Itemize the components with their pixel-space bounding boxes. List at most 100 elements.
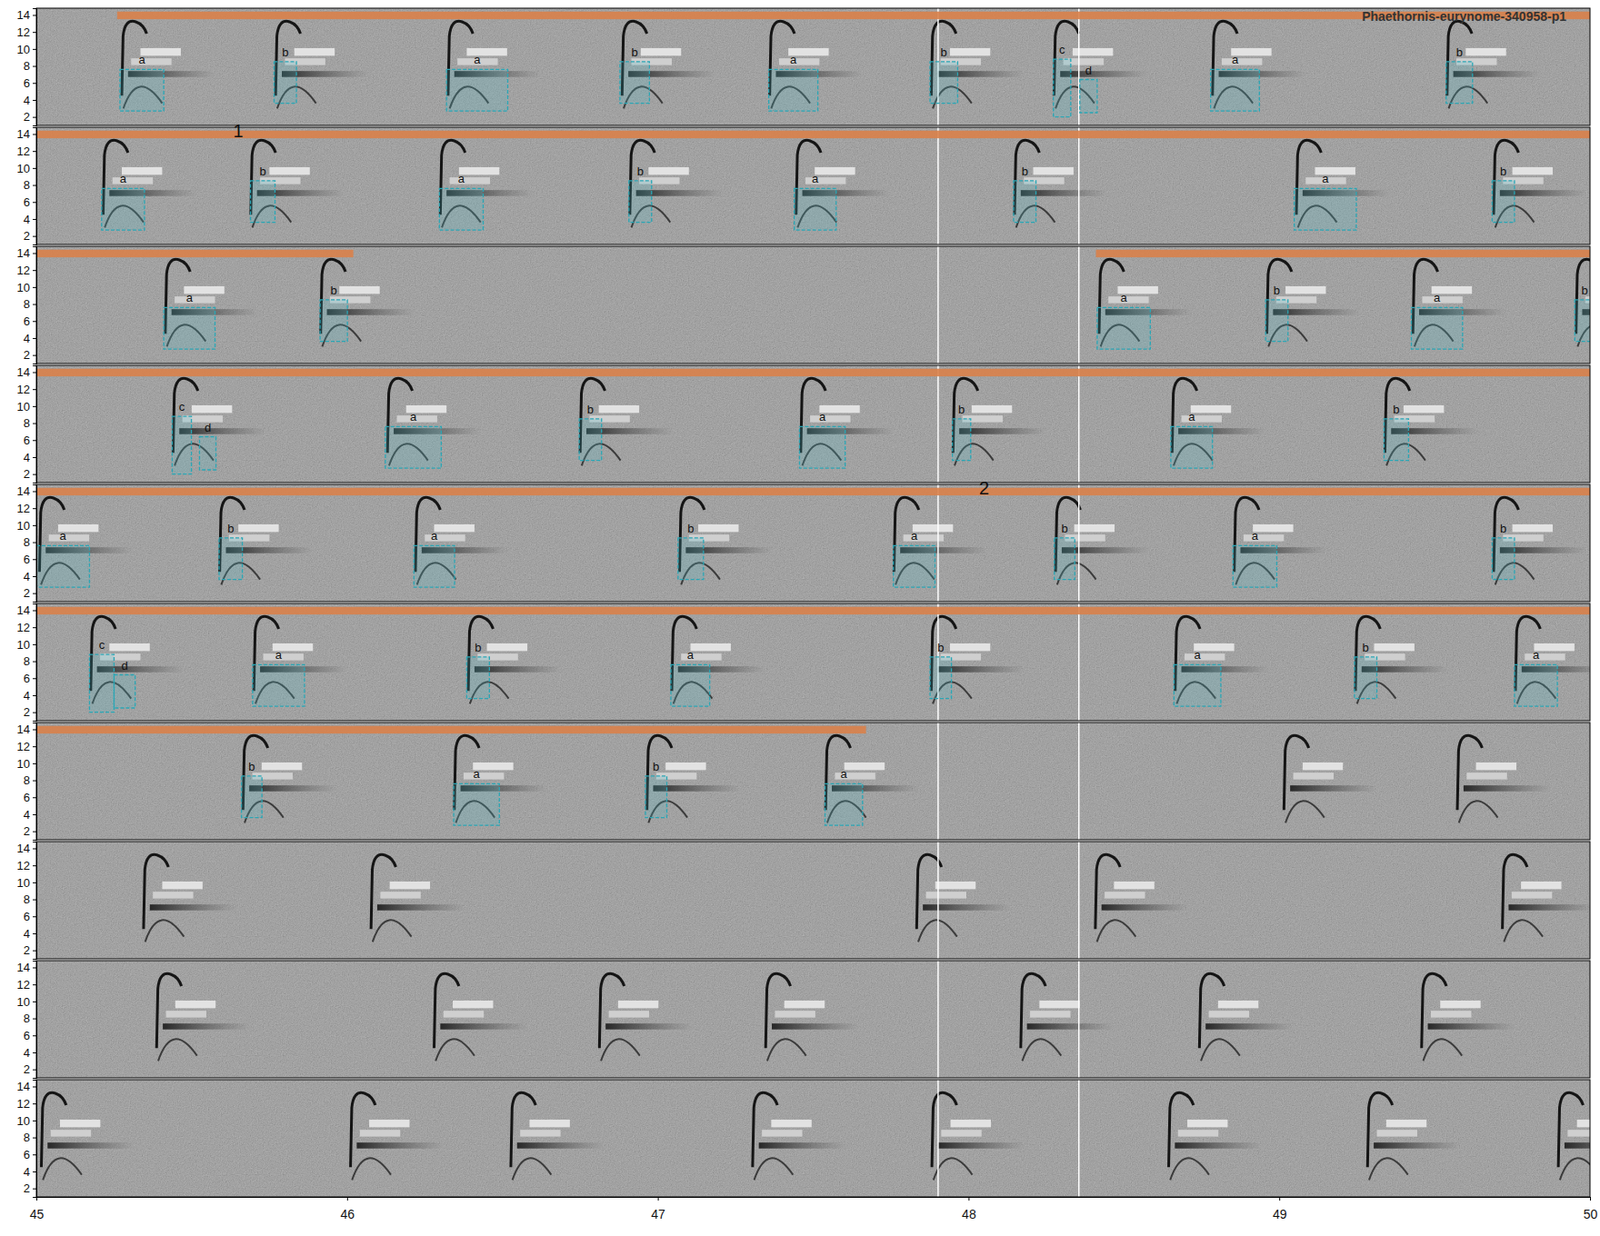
y-tick: 6 [23, 1148, 37, 1162]
y-tick-label: 14 [17, 603, 30, 618]
note-band [140, 48, 181, 56]
note-band [396, 415, 437, 422]
y-tick: 4 [23, 689, 37, 703]
note-arch [1558, 1092, 1583, 1168]
note [250, 140, 345, 228]
y-tick-mark [32, 865, 37, 867]
y-tick-mark [32, 320, 37, 322]
note [156, 973, 250, 1061]
note-band [698, 524, 739, 532]
x-tick: 48 [961, 1197, 977, 1222]
y-tick: 14 [17, 246, 37, 260]
y-axis: 2468101214 [17, 722, 38, 840]
chart-svg: abababcdabPhaethornis-eurynome-340958-p1… [0, 0, 1600, 1236]
note-band [599, 405, 640, 413]
annotation-label: c [1059, 42, 1066, 57]
y-tick-mark [32, 100, 37, 101]
marker-line [937, 246, 940, 364]
y-axis-line [32, 723, 38, 841]
annotation-box [120, 69, 164, 111]
marker-line [937, 365, 940, 483]
note-band [1512, 167, 1553, 175]
y-tick: 2 [23, 229, 37, 243]
annotation-box [250, 180, 276, 223]
y-tick-mark [32, 423, 37, 425]
note-band [1564, 1142, 1590, 1150]
y-tick-label: 6 [23, 552, 30, 567]
y-tick-mark [32, 66, 37, 68]
y-tick: 12 [17, 144, 37, 159]
y-axis-line [32, 128, 38, 246]
y-tick-label: 8 [23, 654, 30, 669]
frame [36, 246, 1590, 364]
note-lower [767, 1039, 807, 1061]
y-tick: 6 [23, 314, 37, 329]
annotation-label: a [687, 648, 695, 662]
y-tick-label: 2 [23, 943, 30, 958]
note-arch [143, 854, 169, 930]
note-band [440, 1023, 528, 1030]
annotation-label: b [637, 164, 644, 179]
y-tick-label: 14 [17, 484, 30, 499]
y-tick-mark [32, 678, 37, 680]
note-arch [1199, 973, 1224, 1049]
annotation-label: b [330, 283, 337, 298]
y-tick: 2 [23, 824, 37, 839]
y-tick: 10 [17, 995, 37, 1010]
note-arch [434, 973, 460, 1049]
x-axis-line [37, 1198, 1591, 1202]
annotation-box [1574, 300, 1590, 342]
annotation-box [579, 419, 602, 461]
background [36, 841, 1590, 960]
y-tick-label: 6 [23, 195, 30, 210]
y-tick: 4 [23, 212, 37, 227]
note-band [1463, 785, 1551, 792]
note-band [443, 1010, 484, 1018]
marker-line [1078, 722, 1080, 840]
y-tick-label: 14 [17, 960, 30, 975]
row-label: 1 [233, 120, 244, 141]
y-tick: 10 [17, 519, 37, 533]
note-band [770, 1120, 811, 1128]
y-tick: 4 [23, 93, 37, 108]
y-tick-label: 8 [23, 1011, 30, 1026]
annotation-label: d [120, 659, 128, 673]
y-tick-mark [32, 270, 37, 271]
annotation-label: d [204, 420, 211, 435]
y-tick-label: 6 [23, 76, 30, 90]
note-band [922, 904, 1010, 911]
x-tick-mark [36, 1197, 38, 1201]
marker-line [1078, 365, 1080, 483]
y-tick-label: 12 [17, 620, 30, 635]
x-tick-label: 47 [650, 1207, 666, 1222]
y-tick-label: 6 [23, 790, 30, 805]
y-tick: 12 [17, 263, 37, 278]
annotation-label: a [1251, 529, 1260, 543]
note-band [487, 643, 528, 651]
x-tick: 45 [30, 1197, 45, 1222]
x-tick-mark [658, 1197, 660, 1201]
note-band [1403, 405, 1444, 413]
note-arch [1095, 854, 1120, 930]
y-tick: 4 [23, 927, 37, 941]
y-tick: 8 [23, 416, 37, 430]
row-label: 2 [979, 478, 990, 499]
annotation-box [385, 426, 442, 469]
y-tick: 2 [23, 1062, 37, 1077]
y-tick: 10 [17, 757, 37, 771]
y-tick-label: 2 [23, 705, 30, 720]
y-tick: 6 [23, 195, 37, 210]
note-band [1567, 1130, 1590, 1137]
y-tick-label: 4 [23, 212, 30, 227]
note-band [1184, 653, 1225, 660]
annotation-box [1354, 657, 1378, 700]
y-tick: 12 [17, 978, 37, 992]
note-lower [1459, 800, 1499, 823]
y-tick: 8 [23, 654, 37, 669]
note-band [1508, 904, 1590, 911]
y-tick-mark [32, 1171, 37, 1173]
note-band [369, 1120, 410, 1128]
y-tick-mark [32, 729, 37, 730]
annotation-label: a [275, 648, 283, 662]
y-tick-label: 2 [23, 467, 30, 481]
